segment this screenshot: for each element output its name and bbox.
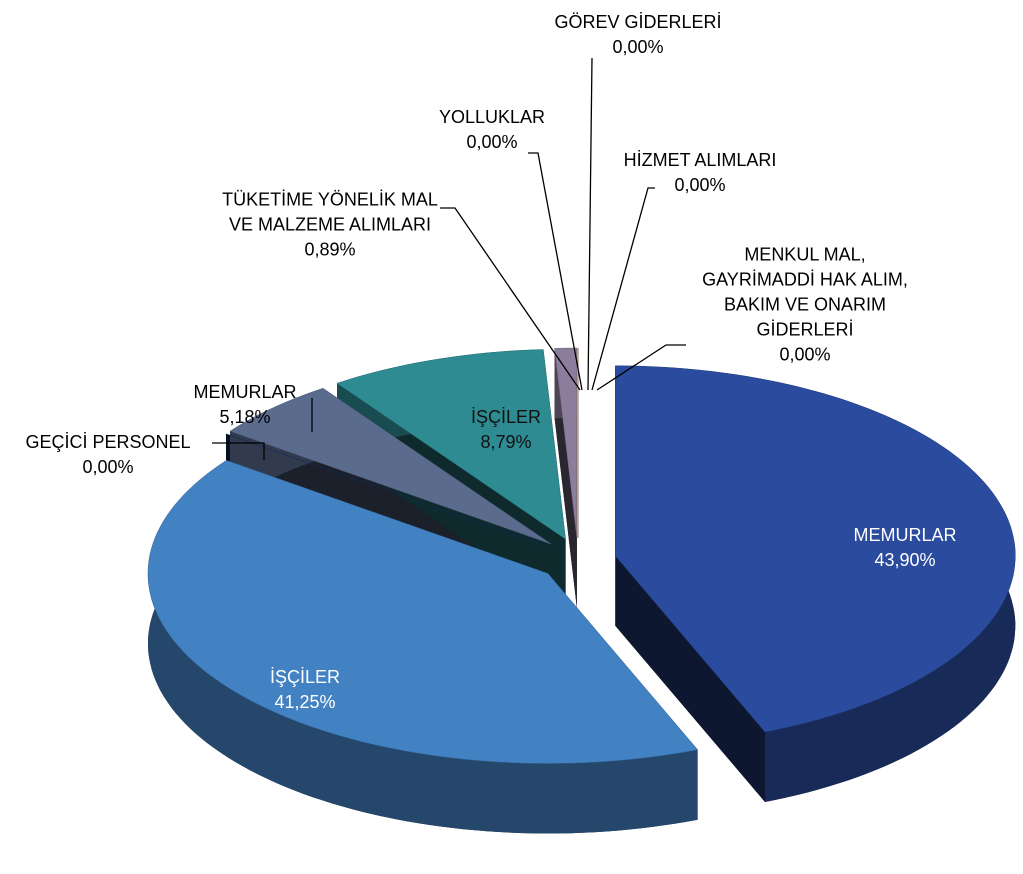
data-label: MEMURLAR 5,18% <box>165 380 325 430</box>
slice <box>554 347 578 539</box>
leader-line <box>591 187 655 391</box>
category-label: GEÇİCİ PERSONEL <box>25 432 191 452</box>
data-label: GÖREV GİDERLERİ 0,00% <box>538 10 738 60</box>
leader-line <box>212 442 265 460</box>
data-label: YOLLUKLAR 0,00% <box>422 105 562 155</box>
slice <box>615 365 1016 733</box>
slice-radial-wall <box>615 555 765 802</box>
slice <box>336 349 566 540</box>
value-label: 0,00% <box>674 175 726 195</box>
leader-line <box>587 57 593 391</box>
slice-outer-wall <box>148 460 698 834</box>
value-label: 8,79% <box>480 432 532 452</box>
leader-line <box>596 344 686 391</box>
data-label: İŞÇİLER 41,25% <box>205 665 405 715</box>
leader-line <box>440 207 581 391</box>
value-label: 0,00% <box>82 457 134 477</box>
value-label: 0,00% <box>779 344 831 365</box>
category-label: GÖREV GİDERLERİ <box>554 12 722 32</box>
leader-line <box>528 152 583 391</box>
data-label: MENKUL MAL, GAYRİMADDİ HAK ALIM, BAKIM V… <box>700 243 910 368</box>
value-label: 41,25% <box>274 692 336 712</box>
value-label: 0,00% <box>612 37 664 57</box>
data-label: MEMURLAR 43,90% <box>805 523 1005 573</box>
category-label: MEMURLAR <box>193 382 297 402</box>
data-label: GEÇİCİ PERSONEL 0,00% <box>0 430 218 480</box>
category-label: İŞÇİLER <box>470 407 542 427</box>
slice <box>147 460 699 764</box>
category-label: HİZMET ALIMLARI <box>623 150 777 170</box>
data-label: İŞÇİLER 8,79% <box>436 405 576 455</box>
category-label: MENKUL MAL, GAYRİMADDİ HAK ALIM, BAKIM V… <box>702 244 908 340</box>
slice-tops <box>147 347 1016 764</box>
category-label: MEMURLAR <box>853 525 957 545</box>
value-label: 43,90% <box>874 550 936 570</box>
data-label: TÜKETİME YÖNELİK MAL VE MALZEME ALIMLARI… <box>210 188 450 263</box>
category-label: TÜKETİME YÖNELİK MAL VE MALZEME ALIMLARI <box>222 189 438 235</box>
slice <box>225 433 548 548</box>
value-label: 0,89% <box>304 239 356 260</box>
value-label: 5,18% <box>219 407 271 427</box>
value-label: 0,00% <box>466 132 518 152</box>
data-label: HİZMET ALIMLARI 0,00% <box>600 148 800 198</box>
slice <box>229 388 552 545</box>
category-label: İŞÇİLER <box>269 667 341 687</box>
category-label: YOLLUKLAR <box>438 107 546 127</box>
